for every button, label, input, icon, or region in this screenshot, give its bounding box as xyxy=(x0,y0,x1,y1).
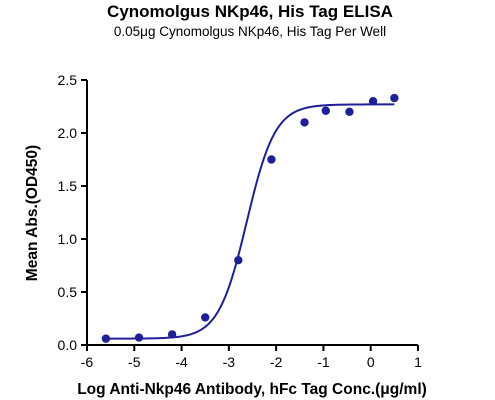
fit-curve xyxy=(105,103,395,340)
x-tick-label: -5 xyxy=(128,354,141,370)
data-point xyxy=(390,93,399,103)
x-tick-label: -4 xyxy=(175,354,188,370)
x-axis-title: Log Anti-Nkp46 Antibody, hFc Tag Conc.(μ… xyxy=(77,381,427,398)
x-tick-label: -3 xyxy=(223,354,236,370)
x-tick-label: 0 xyxy=(367,354,375,370)
data-point xyxy=(345,107,354,117)
x-tick-label: -6 xyxy=(81,354,94,370)
plot-area: -6 -5 -4 -3 -2 -1 0 1 0.0 0.5 1.0 1.5 2.0 2.5 xyxy=(58,72,423,370)
data-point xyxy=(300,118,309,127)
y-tick-label: 1.5 xyxy=(58,178,78,194)
chart-subtitle: 0.05μg Cynomolgus NKp46, His Tag Per Wel… xyxy=(114,24,386,39)
y-tick-label: 2.0 xyxy=(58,125,78,141)
data-point xyxy=(201,313,210,322)
data-point xyxy=(321,106,330,115)
data-point xyxy=(101,334,111,343)
x-tick-label: -1 xyxy=(317,354,330,370)
y-tick-label: 0.0 xyxy=(58,337,78,353)
data-point xyxy=(134,333,144,342)
data-point xyxy=(234,256,243,265)
data-point xyxy=(267,155,276,164)
x-tick-label: -2 xyxy=(270,354,283,370)
data-point xyxy=(368,97,378,106)
y-axis-title: Mean Abs.(OD450) xyxy=(24,145,41,281)
y-tick-label: 1.0 xyxy=(58,231,78,247)
y-tick-label: 2.5 xyxy=(58,72,78,88)
y-tick-label: 0.5 xyxy=(58,284,78,300)
data-point xyxy=(167,330,177,339)
x-tick-label: 1 xyxy=(414,354,422,370)
chart-title: Cynomolgus NKp46, His Tag ELISA xyxy=(107,2,393,21)
